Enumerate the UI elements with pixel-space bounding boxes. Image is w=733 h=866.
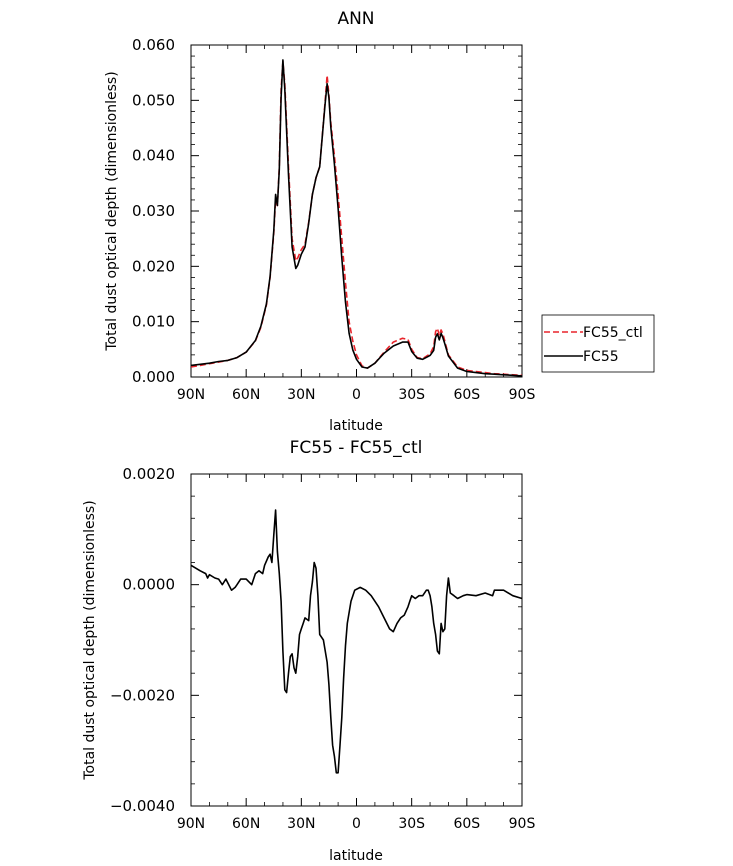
x-tick-label-1-6: 90S <box>509 816 536 832</box>
x-tick-label-0-6: 90S <box>509 387 536 403</box>
y-axis-label-bottom: Total dust optical depth (dimensionless) <box>82 500 98 780</box>
y-tick-label-0-1: 0.010 <box>132 313 175 331</box>
y-tick-label-0-0: 0.000 <box>132 368 175 386</box>
x-tick-label-1-2: 30N <box>287 816 315 832</box>
series-group-top <box>190 59 523 377</box>
x-tick-label-0-5: 60S <box>453 387 480 403</box>
x-tick-label-0-4: 30S <box>398 387 425 403</box>
series-line-0-0 <box>190 60 523 377</box>
y-tick-label-0-6: 0.060 <box>132 36 175 54</box>
chart-title-bottom: FC55 - FC55_ctl <box>290 438 423 458</box>
tick-marks-top <box>190 44 523 378</box>
y-tick-label-0-3: 0.030 <box>132 202 175 220</box>
legend-label-fc55-ctl: FC55_ctl <box>583 325 643 341</box>
x-tick-labels-top: 90N 60N 30N 0 30S 60S 90S <box>177 387 536 403</box>
legend-label-fc55: FC55 <box>583 349 619 365</box>
y-axis-label-top: Total dust optical depth (dimensionless) <box>104 71 120 351</box>
x-tick-label-1-4: 30S <box>398 816 425 832</box>
x-tick-label-1-1: 60N <box>232 816 260 832</box>
x-tick-labels-bottom: 90N 60N 30N 0 30S 60S 90S <box>177 816 536 832</box>
x-axis-label-bottom: latitude <box>329 848 383 864</box>
plot-frame-top <box>190 44 523 378</box>
panel-bottom-line-chart: FC55 - FC55_ctl 90N 60N 30N 0 30S 60S 90S −0.0… <box>82 438 535 864</box>
x-tick-label-1-3: 0 <box>352 816 361 832</box>
legend: FC55_ctl FC55 <box>541 314 655 373</box>
series-line-1-0 <box>190 509 523 774</box>
x-tick-label-0-2: 30N <box>287 387 315 403</box>
x-axis-label-top: latitude <box>329 418 383 434</box>
chart-title-top: ANN <box>337 9 374 29</box>
y-tick-labels-top: 0.000 0.010 0.020 0.030 0.040 0.050 0.060 <box>132 36 175 386</box>
plot-frame-bottom <box>190 473 523 807</box>
y-tick-label-1-3: 0.0020 <box>123 465 176 483</box>
y-tick-label-0-4: 0.040 <box>132 147 175 165</box>
x-tick-label-0-0: 90N <box>177 387 205 403</box>
panel-top-line-chart: ANN 90N 60N 30N 0 30S 60S 90S 0.0000.0100.0200… <box>104 9 655 434</box>
x-tick-label-1-0: 90N <box>177 816 205 832</box>
series-group-bottom <box>190 509 523 774</box>
tick-marks-bottom <box>190 473 523 807</box>
y-tick-label-1-2: 0.0000 <box>123 576 176 594</box>
series-line-0-1 <box>190 59 523 377</box>
y-tick-labels-bottom: −0.0040 −0.0020 0.0000 0.0020 <box>110 465 175 815</box>
legend-box <box>541 314 655 373</box>
x-tick-label-0-1: 60N <box>232 387 260 403</box>
y-tick-label-0-5: 0.050 <box>132 91 175 109</box>
x-tick-label-1-5: 60S <box>453 816 480 832</box>
x-tick-label-0-3: 0 <box>352 387 361 403</box>
y-tick-label-1-0: −0.0040 <box>110 797 175 815</box>
y-tick-label-0-2: 0.020 <box>132 257 175 275</box>
y-tick-label-1-1: −0.0020 <box>110 686 175 704</box>
